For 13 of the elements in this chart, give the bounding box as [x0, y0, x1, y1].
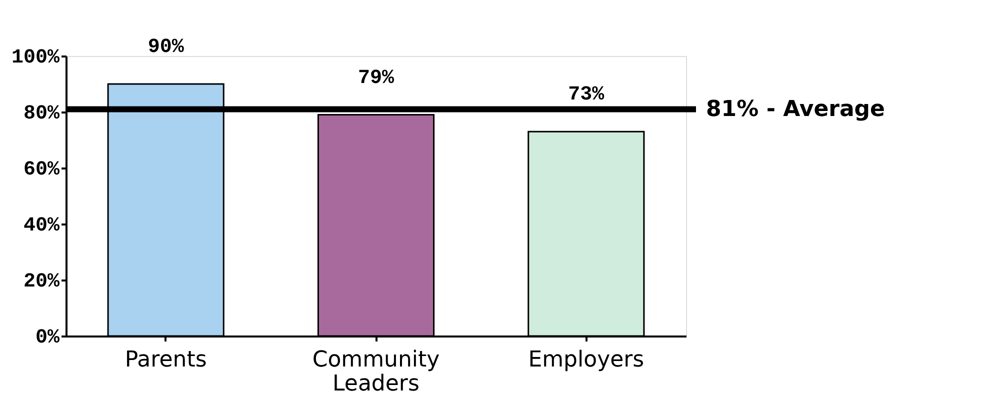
ref-line-label: 81% - Average: [706, 97, 885, 122]
y-tick-label: 20%: [23, 270, 60, 294]
y-tick-label: 80%: [23, 102, 60, 126]
y-tick-label: 40%: [23, 214, 60, 238]
x-tick-label: Community Leaders: [312, 348, 440, 396]
y-tick-label: 100%: [11, 46, 60, 70]
data-label: 79%: [358, 66, 395, 90]
data-label: 90%: [148, 36, 185, 59]
x-tick-label: Parents: [124, 348, 207, 372]
y-tick-label: 0%: [35, 326, 60, 350]
y-tick-label: 60%: [23, 158, 60, 182]
data-label: 73%: [568, 84, 606, 107]
x-tick-label: Employers: [528, 348, 644, 372]
